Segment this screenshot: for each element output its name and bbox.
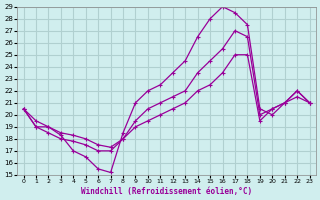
X-axis label: Windchill (Refroidissement éolien,°C): Windchill (Refroidissement éolien,°C): [81, 187, 252, 196]
